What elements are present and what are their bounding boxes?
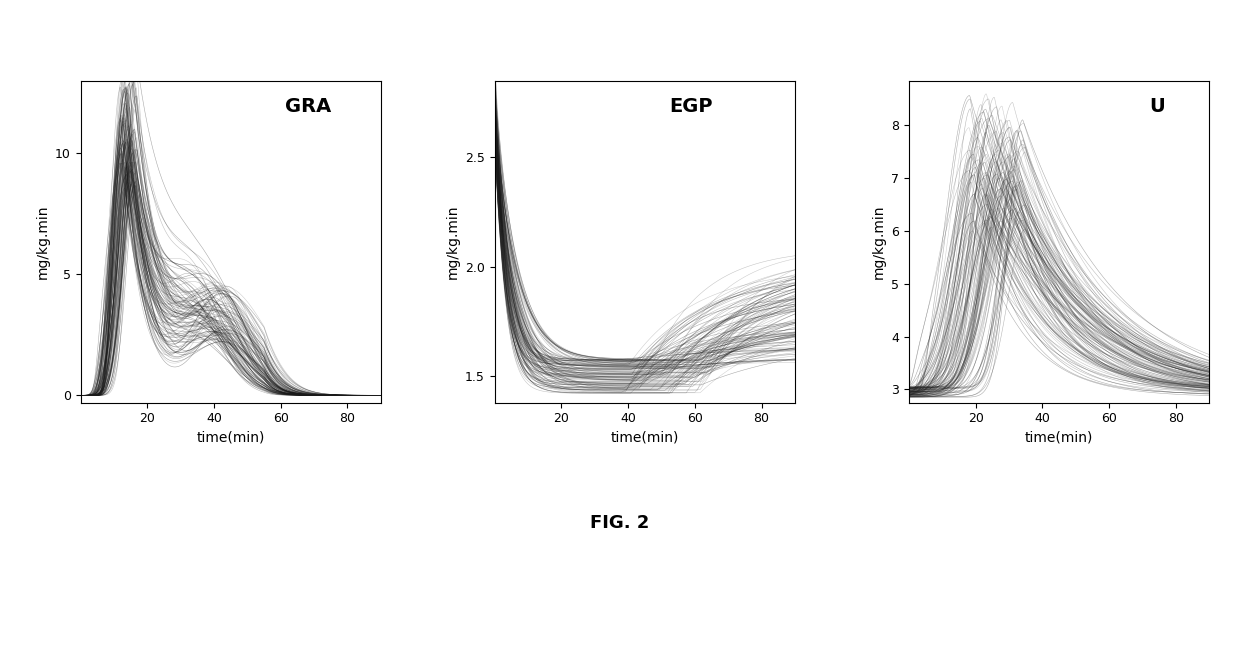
Y-axis label: mg/kg.min: mg/kg.min (872, 204, 885, 279)
Text: EGP: EGP (668, 97, 712, 115)
X-axis label: time(min): time(min) (610, 431, 680, 445)
X-axis label: time(min): time(min) (1024, 431, 1094, 445)
Y-axis label: mg/kg.min: mg/kg.min (445, 204, 460, 279)
Y-axis label: mg/kg.min: mg/kg.min (36, 204, 50, 279)
X-axis label: time(min): time(min) (196, 431, 265, 445)
Text: GRA: GRA (285, 97, 331, 115)
Text: FIG. 2: FIG. 2 (590, 515, 650, 532)
Text: U: U (1149, 97, 1164, 115)
